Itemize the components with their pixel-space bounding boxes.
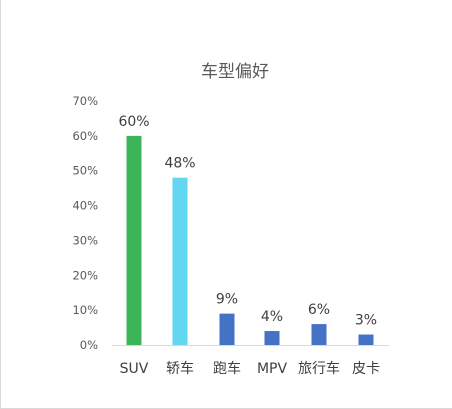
y-tick-label: 50% xyxy=(72,164,98,178)
x-tick-label: MPV xyxy=(257,361,288,377)
data-label: 4% xyxy=(261,309,283,325)
y-tick-label: 10% xyxy=(72,303,98,317)
x-axis: SUV 轿车 跑车 MPV 旅行车 皮卡 xyxy=(112,345,389,377)
x-tick-label: 轿车 xyxy=(166,360,194,377)
bar xyxy=(311,324,327,345)
y-axis: 0% 10% 20% 30% 40% 50% 60% 70% xyxy=(72,94,98,352)
x-tick-label: 旅行车 xyxy=(298,360,340,377)
y-tick-label: 30% xyxy=(72,233,98,247)
x-tick-label: 跑车 xyxy=(213,360,241,377)
data-label: 6% xyxy=(308,302,330,318)
y-tick-label: 0% xyxy=(80,338,98,352)
bar xyxy=(219,313,235,345)
x-tick-label: 皮卡 xyxy=(352,361,380,377)
y-tick-label: 60% xyxy=(72,129,98,143)
data-label: 3% xyxy=(355,313,377,329)
data-label: 9% xyxy=(216,292,238,308)
x-tick-label: SUV xyxy=(120,361,149,377)
bars xyxy=(126,135,374,345)
data-label: 48% xyxy=(164,156,195,172)
chart-title: 车型偏好 xyxy=(201,62,269,82)
y-tick-label: 40% xyxy=(72,199,98,213)
bar xyxy=(126,135,142,345)
data-labels: 60% 48% 9% 4% 6% 3% xyxy=(118,114,377,329)
data-label: 60% xyxy=(118,114,149,130)
y-tick-label: 20% xyxy=(72,268,98,282)
bar xyxy=(264,331,280,345)
bar xyxy=(172,177,188,345)
bar xyxy=(358,334,374,345)
y-tick-label: 70% xyxy=(72,94,98,108)
